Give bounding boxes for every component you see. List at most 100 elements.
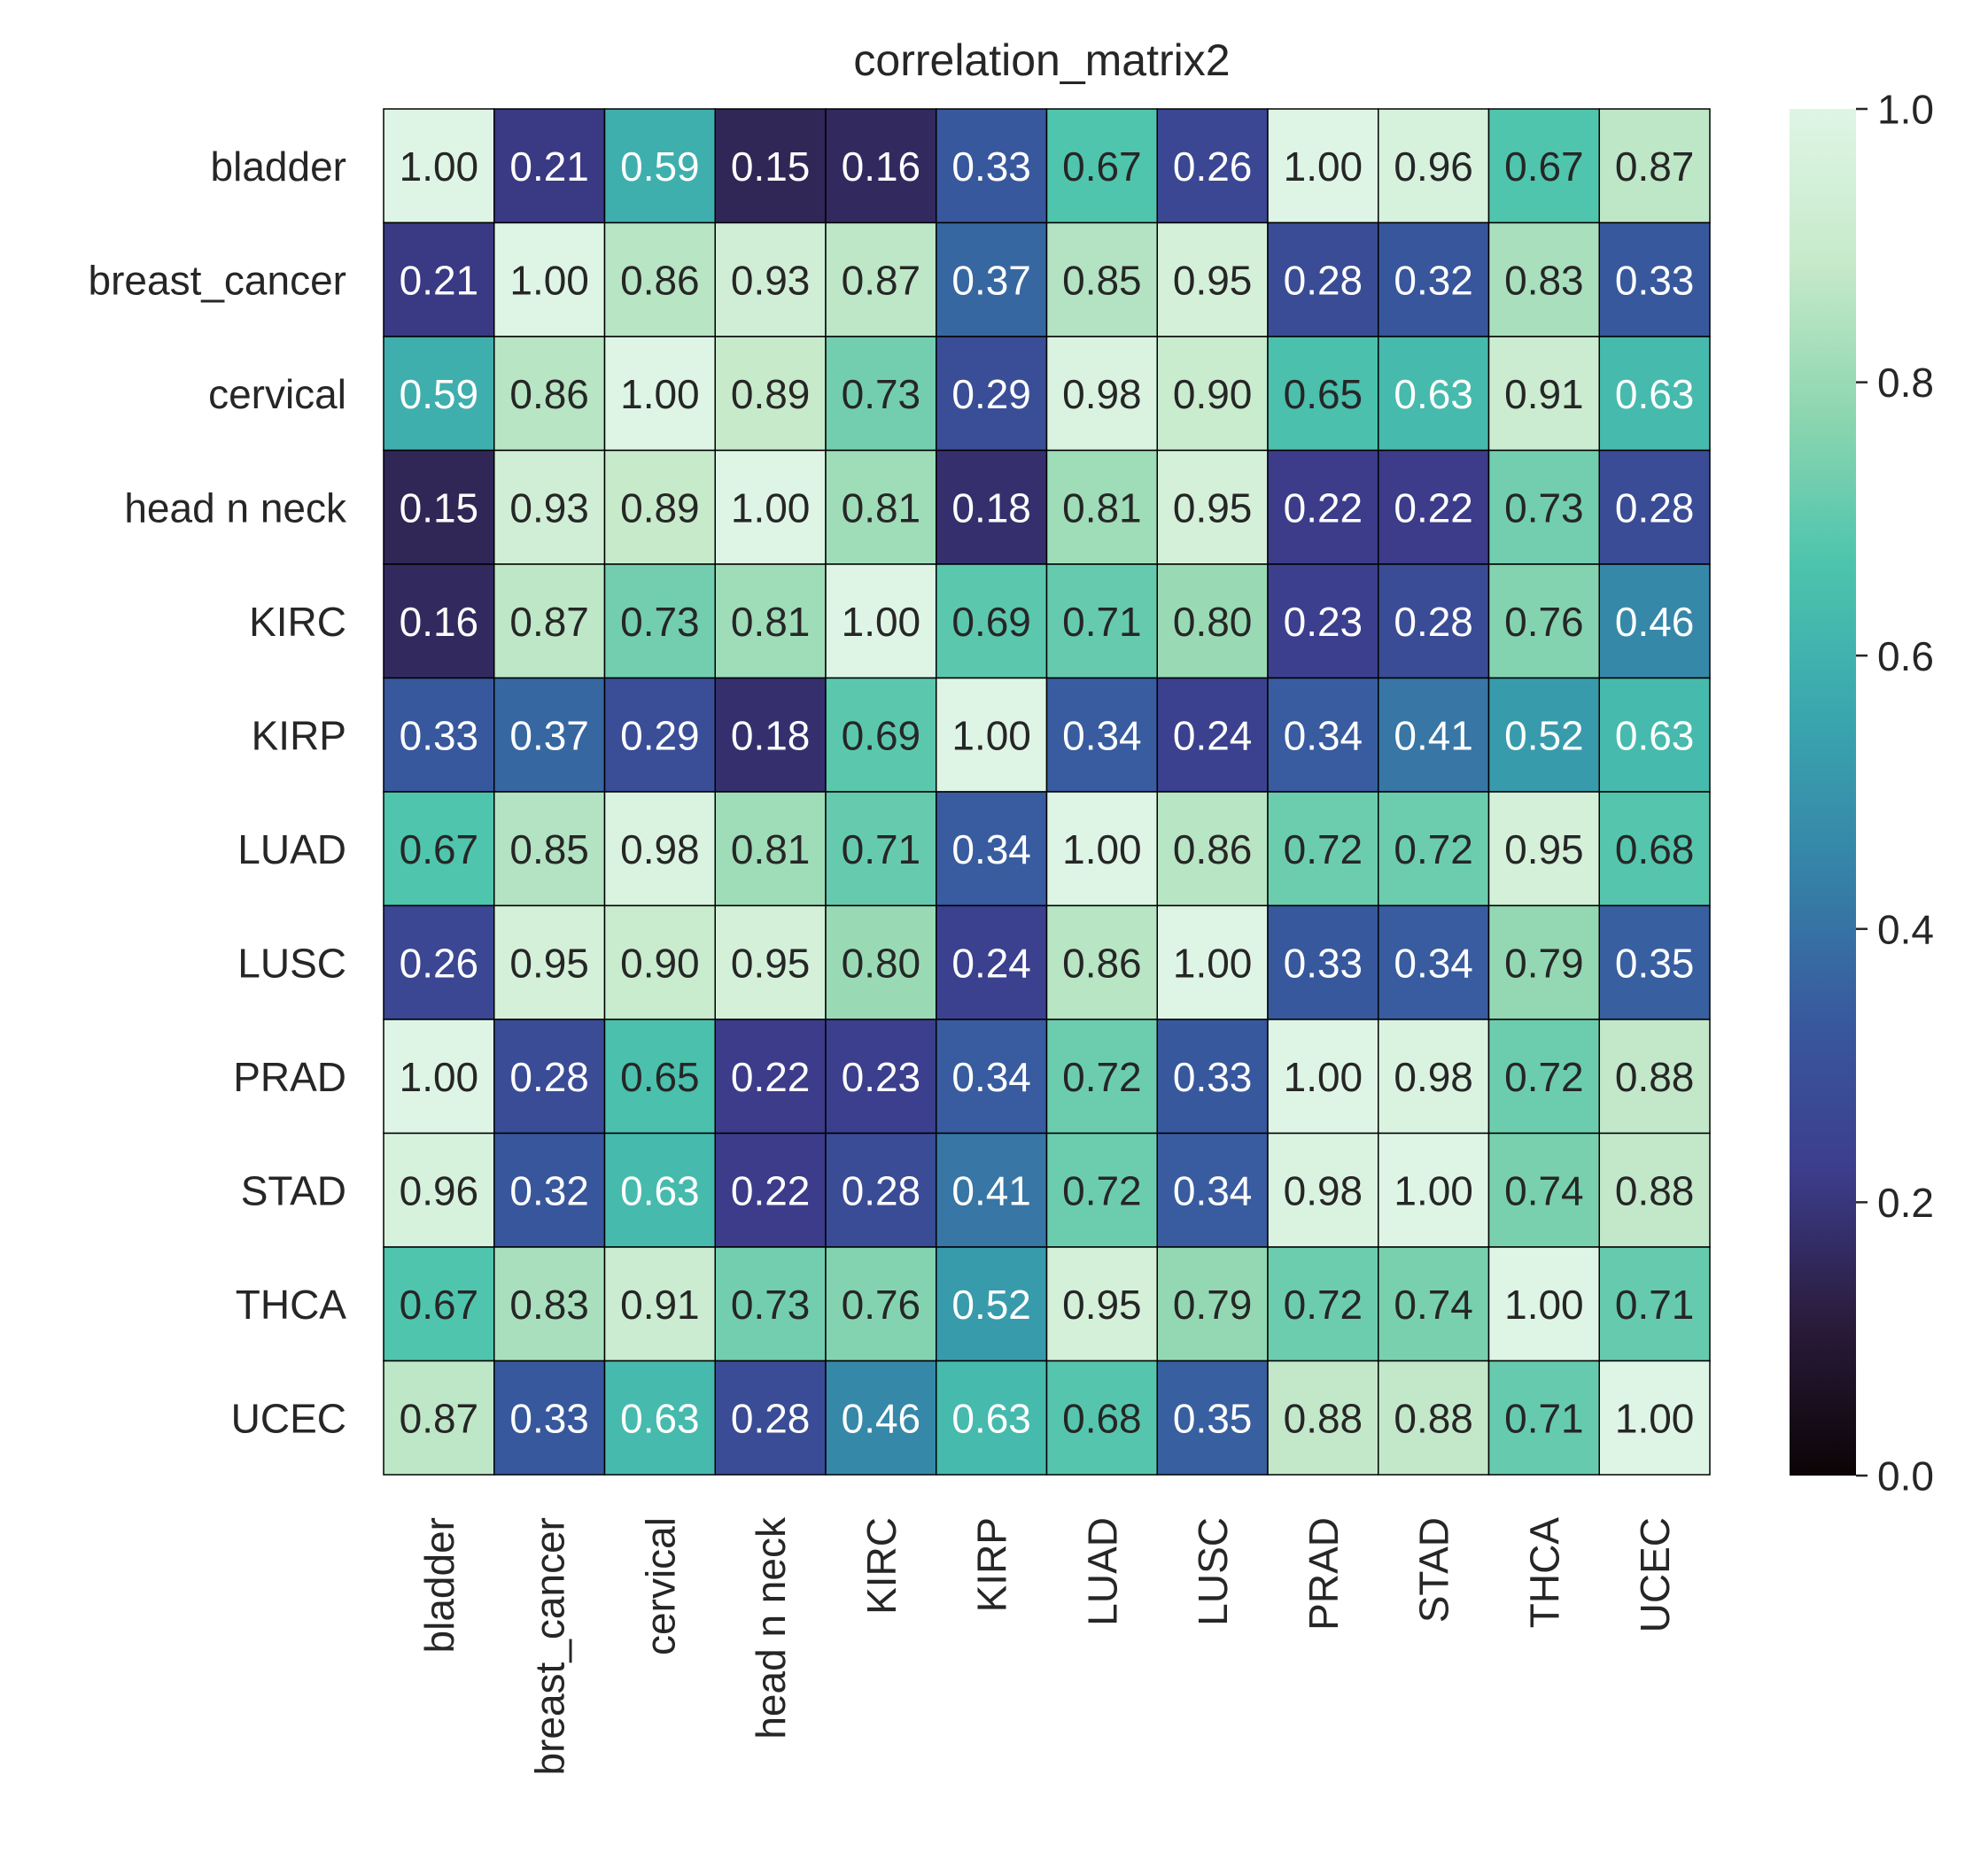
cell-value-label: 0.29	[620, 712, 700, 758]
cell-value-label: 0.83	[1504, 257, 1584, 303]
heatmap-cell	[1598, 904, 1711, 1020]
y-tick-label: LUAD	[237, 826, 346, 872]
heatmap-cell	[493, 563, 606, 679]
heatmap-cell	[1487, 336, 1600, 452]
heatmap-cell	[1378, 791, 1490, 907]
heatmap-cell	[1598, 1132, 1711, 1248]
cell-value-label: 0.95	[1173, 257, 1253, 303]
heatmap-cell	[383, 336, 495, 452]
y-tick-label: PRAD	[233, 1054, 346, 1100]
heatmap-cell	[493, 904, 606, 1020]
heatmap-cell	[1267, 563, 1379, 679]
cell-value-label: 0.86	[509, 371, 589, 417]
cell-value-label: 0.63	[620, 1395, 700, 1441]
heatmap-cell	[603, 336, 716, 452]
heatmap-cell	[1156, 1132, 1269, 1248]
cell-value-label: 0.63	[620, 1167, 700, 1213]
cell-value-label: 1.00	[1173, 940, 1253, 986]
x-tick-labels: bladder breast_cancer cervical head n neck K…	[416, 1516, 1678, 1775]
cell-value-label: 0.33	[951, 143, 1031, 190]
cell-value-label: 0.73	[1504, 484, 1584, 531]
cell-value-label: 0.21	[509, 143, 589, 190]
cell-value-label: 0.87	[842, 257, 921, 303]
heatmap-cell	[1045, 221, 1158, 337]
cell-value-label: 1.00	[842, 599, 921, 645]
heatmap-cell	[936, 677, 1048, 793]
heatmap-cell	[1045, 449, 1158, 565]
y-tick-label: STAD	[241, 1167, 346, 1213]
heatmap-cell	[825, 1132, 937, 1248]
heatmap-cell	[1156, 1246, 1269, 1362]
cell-value-label: 0.28	[842, 1167, 921, 1213]
heatmap-cells: 1.00 0.21 0.59 0.15 0.16 0.33 0.67 0.26 1.00 0.96…	[383, 108, 1711, 1476]
heatmap-cell	[1267, 1360, 1379, 1476]
colorbar-tick-label: 0.2	[1877, 1180, 1934, 1226]
cell-value-label: 0.86	[1062, 940, 1142, 986]
y-tick-label: bladder	[211, 143, 346, 190]
heatmap-cell	[493, 108, 606, 224]
colorbar-gradient	[1790, 109, 1856, 1476]
cell-value-label: 0.46	[842, 1395, 921, 1441]
heatmap-cell	[1045, 1246, 1158, 1362]
cell-value-label: 0.41	[1394, 712, 1473, 758]
heatmap-cell	[1045, 563, 1158, 679]
cell-value-label: 1.00	[400, 1054, 479, 1100]
heatmap-cell	[936, 1019, 1048, 1135]
cell-value-label: 0.73	[731, 1282, 811, 1328]
cell-value-label: 0.71	[1615, 1282, 1695, 1328]
cell-value-label: 0.22	[731, 1167, 811, 1213]
heatmap-cell	[1378, 904, 1490, 1020]
cell-value-label: 0.72	[1062, 1054, 1142, 1100]
cell-value-label: 0.33	[1173, 1054, 1253, 1100]
cell-value-label: 0.68	[1615, 826, 1695, 872]
heatmap-cell	[493, 1360, 606, 1476]
heatmap-cell	[1487, 1132, 1600, 1248]
cell-value-label: 0.33	[509, 1395, 589, 1441]
cell-value-label: 0.98	[1062, 371, 1142, 417]
cell-value-label: 0.23	[842, 1054, 921, 1100]
heatmap-cell	[493, 1132, 606, 1248]
heatmap-cell	[1156, 221, 1269, 337]
heatmap-cell	[493, 449, 606, 565]
heatmap-cell	[1598, 221, 1711, 337]
cell-value-label: 0.22	[1394, 484, 1473, 531]
cell-value-label: 0.22	[731, 1054, 811, 1100]
cell-value-label: 0.95	[509, 940, 589, 986]
heatmap-cell	[1378, 108, 1490, 224]
heatmap-cell	[383, 791, 495, 907]
cell-value-label: 0.41	[951, 1167, 1031, 1213]
heatmap-cell	[936, 1246, 1048, 1362]
cell-value-label: 0.98	[620, 826, 700, 872]
cell-value-label: 1.00	[1615, 1395, 1695, 1441]
heatmap-cell	[1598, 1246, 1711, 1362]
cell-value-label: 1.00	[1394, 1167, 1473, 1213]
cell-value-label: 0.88	[1284, 1395, 1363, 1441]
cell-value-label: 1.00	[1284, 143, 1363, 190]
cell-value-label: 0.80	[842, 940, 921, 986]
heatmap-cell	[936, 791, 1048, 907]
heatmap-cell	[1487, 221, 1600, 337]
heatmap-cell	[1267, 677, 1379, 793]
cell-value-label: 0.59	[400, 371, 479, 417]
cell-value-label: 0.87	[509, 599, 589, 645]
heatmap-cell	[1045, 1360, 1158, 1476]
cell-value-label: 0.73	[842, 371, 921, 417]
cell-value-label: 0.52	[1504, 712, 1584, 758]
cell-value-label: 0.28	[731, 1395, 811, 1441]
colorbar-tick-label: 0.8	[1877, 360, 1934, 406]
heatmap-cell	[825, 563, 937, 679]
heatmap-cell	[603, 1132, 716, 1248]
cell-value-label: 0.93	[731, 257, 811, 303]
heatmap-cell	[1487, 1019, 1600, 1135]
cell-value-label: 0.79	[1504, 940, 1584, 986]
cell-value-label: 0.32	[509, 1167, 589, 1213]
heatmap-cell	[825, 221, 937, 337]
y-tick-label: KIRP	[252, 712, 346, 758]
heatmap-cell	[1378, 1360, 1490, 1476]
heatmap-cell	[603, 1019, 716, 1135]
cell-value-label: 0.89	[731, 371, 811, 417]
heatmap-cell	[714, 221, 827, 337]
cell-value-label: 0.96	[400, 1167, 479, 1213]
x-tick-label: THCA	[1521, 1517, 1567, 1629]
